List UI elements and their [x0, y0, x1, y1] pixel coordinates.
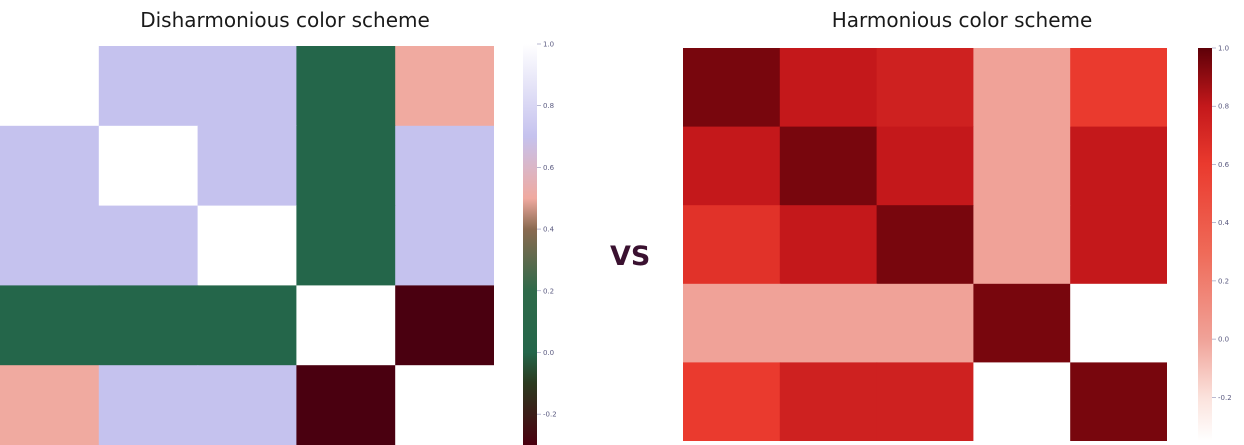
left-cell-r4-c2	[98, 285, 199, 366]
left-cell-r3-c2	[98, 205, 199, 286]
left-cell-r4-c5	[395, 285, 494, 366]
right-cell-r5-c4	[973, 362, 1071, 441]
right-tick-label: 0.6	[1218, 161, 1230, 169]
right-cell-r3-c3	[876, 205, 974, 285]
left-cell-r3-c5	[395, 205, 494, 286]
left-cell-r5-c1	[0, 365, 100, 445]
left-tick-label: 0.8	[543, 102, 554, 110]
left-cell-r2-c1	[0, 125, 100, 207]
left-cell-r4-c1	[0, 285, 100, 366]
right-tick: 0.6	[1212, 161, 1230, 169]
left-cell-r2-c3	[197, 125, 297, 207]
left-cell-r1-c4	[296, 46, 396, 127]
left-cell-r1-c5	[395, 46, 494, 127]
right-tick-label: -0.2	[1218, 394, 1232, 402]
left-tick-label: -0.2	[543, 411, 557, 419]
left-tick: 1.0	[537, 41, 554, 49]
disharmonious-colorbar: 1.0 0.8 0.6 0.4 0.2 0.0 -0.2	[523, 41, 557, 445]
right-tick-label: 0.8	[1218, 103, 1229, 111]
right-cell-r4-c1	[683, 283, 781, 363]
left-tick-label: 0.2	[543, 287, 554, 295]
right-cell-r5-c1	[683, 362, 781, 441]
right-tick: 0.4	[1212, 219, 1230, 227]
right-cell-r4-c5	[1070, 283, 1167, 363]
right-tick: 0.8	[1212, 103, 1229, 111]
left-tick-label: 0.0	[543, 349, 554, 357]
left-tick-label: 0.6	[543, 164, 555, 172]
right-cell-r1-c4	[973, 48, 1071, 128]
left-tick: -0.2	[537, 411, 557, 419]
left-cell-r1-c2	[98, 46, 199, 127]
right-cell-r4-c2	[779, 283, 878, 363]
left-cell-r3-c4	[296, 205, 396, 286]
left-chart-title: Disharmonious color scheme	[140, 8, 430, 32]
right-cell-r3-c1	[683, 205, 781, 285]
right-cell-r3-c4	[973, 205, 1071, 285]
left-cell-r5-c5	[395, 365, 494, 445]
left-cell-r2-c2	[98, 125, 199, 207]
left-tick-label: 0.4	[543, 226, 555, 234]
right-cell-r1-c5	[1070, 48, 1167, 128]
left-cell-r3-c1	[0, 205, 100, 286]
left-cell-r1-c3	[197, 46, 297, 127]
left-cell-r3-c3	[197, 205, 297, 286]
right-cell-r2-c5	[1070, 126, 1167, 206]
right-tick-label: 0.4	[1218, 219, 1230, 227]
right-tick: 1.0	[1212, 45, 1229, 53]
right-cell-r2-c2	[779, 126, 878, 206]
harmonious-heatmap	[683, 48, 1167, 441]
left-cell-r2-c5	[395, 125, 494, 207]
left-tick: 0.2	[537, 287, 554, 295]
right-cell-r4-c4	[973, 283, 1071, 363]
right-chart-title: Harmonious color scheme	[831, 8, 1093, 32]
left-cell-r5-c2	[98, 365, 199, 445]
right-cell-r1-c3	[876, 48, 974, 128]
right-tick: -0.2	[1212, 394, 1232, 402]
right-tick-label: 1.0	[1218, 45, 1229, 53]
left-cell-r2-c4	[296, 125, 396, 207]
vs-label: VS	[610, 241, 651, 272]
left-cell-r5-c4	[296, 365, 396, 445]
right-tick: 0.2	[1212, 277, 1229, 285]
right-cell-r2-c3	[876, 126, 974, 206]
left-tick: 0.6	[537, 164, 555, 172]
disharmonious-heatmap	[0, 46, 494, 445]
left-tick-label: 1.0	[543, 41, 554, 49]
left-tick: 0.4	[537, 226, 555, 234]
right-cell-r3-c2	[779, 205, 878, 285]
right-cell-r1-c2	[779, 48, 878, 128]
left-tick: 0.8	[537, 102, 554, 110]
right-tick: 0.0	[1212, 336, 1229, 344]
left-tick: 0.0	[537, 349, 554, 357]
left-gradient-bar	[523, 44, 537, 445]
left-cell-r5-c3	[197, 365, 297, 445]
right-cell-r4-c3	[876, 283, 974, 363]
right-cell-r1-c1	[683, 48, 781, 128]
left-cell-r4-c4	[296, 285, 396, 366]
harmonious-colorbar: 1.0 0.8 0.6 0.4 0.2 0.0 -0.2	[1198, 45, 1232, 441]
right-cell-r2-c1	[683, 126, 781, 206]
right-cell-r5-c2	[779, 362, 878, 441]
right-tick-label: 0.0	[1218, 336, 1229, 344]
right-cell-r2-c4	[973, 126, 1071, 206]
right-gradient-bar	[1198, 48, 1212, 441]
right-cell-r5-c5	[1070, 362, 1167, 441]
right-cell-r3-c5	[1070, 205, 1167, 285]
left-cell-r1-c1	[0, 46, 100, 127]
left-cell-r4-c3	[197, 285, 297, 366]
right-cell-r5-c3	[876, 362, 974, 441]
right-tick-label: 0.2	[1218, 277, 1229, 285]
